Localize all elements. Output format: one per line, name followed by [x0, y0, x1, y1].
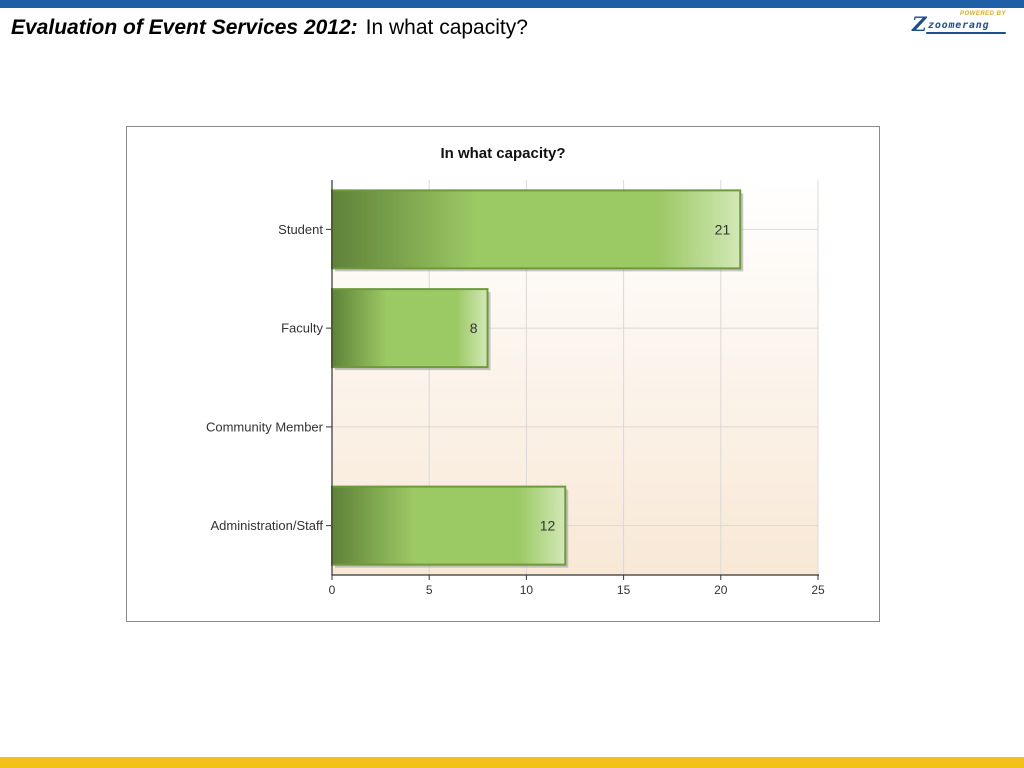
data-label: 21 [715, 221, 731, 237]
x-tick-label: 0 [329, 583, 336, 597]
x-tick-label: 25 [811, 583, 825, 597]
category-label: Administration/Staff [211, 518, 324, 533]
logo-wordmark: zoomerang [928, 20, 990, 31]
slide-title: Evaluation of Event Services 2012: In wha… [11, 16, 528, 40]
x-tick-label: 5 [426, 583, 433, 597]
top-accent-bar [0, 0, 1024, 8]
chart-frame: In what capacity? 0 5 10 15 20 25 Student 21 Fac… [126, 126, 880, 622]
slide-title-lead: Evaluation of Event Services 2012: [11, 16, 358, 39]
bar-faculty [331, 288, 489, 369]
data-label: 12 [540, 518, 556, 534]
x-tick-label: 15 [617, 583, 631, 597]
category-label: Student [278, 222, 323, 237]
bar-chart: In what capacity? 0 5 10 15 20 25 Student 21 Fac… [206, 145, 825, 597]
bar-administration-staff [331, 485, 567, 566]
bar-student [331, 189, 742, 270]
chart-title: In what capacity? [440, 145, 565, 162]
logo-swoosh [926, 32, 1006, 34]
logo-tagline: POWERED BY [960, 11, 1007, 17]
bottom-accent-bar [0, 757, 1024, 768]
x-tick-label: 10 [520, 583, 534, 597]
category-label: Faculty [281, 321, 323, 336]
x-tick-label: 20 [714, 583, 728, 597]
data-label: 8 [470, 320, 478, 336]
zoomerang-logo: POWERED BY Z zoomerang [912, 11, 1010, 35]
category-label: Community Member [206, 419, 324, 434]
logo-z-mark: Z [912, 12, 927, 36]
slide-title-rest: In what capacity? [365, 16, 528, 39]
